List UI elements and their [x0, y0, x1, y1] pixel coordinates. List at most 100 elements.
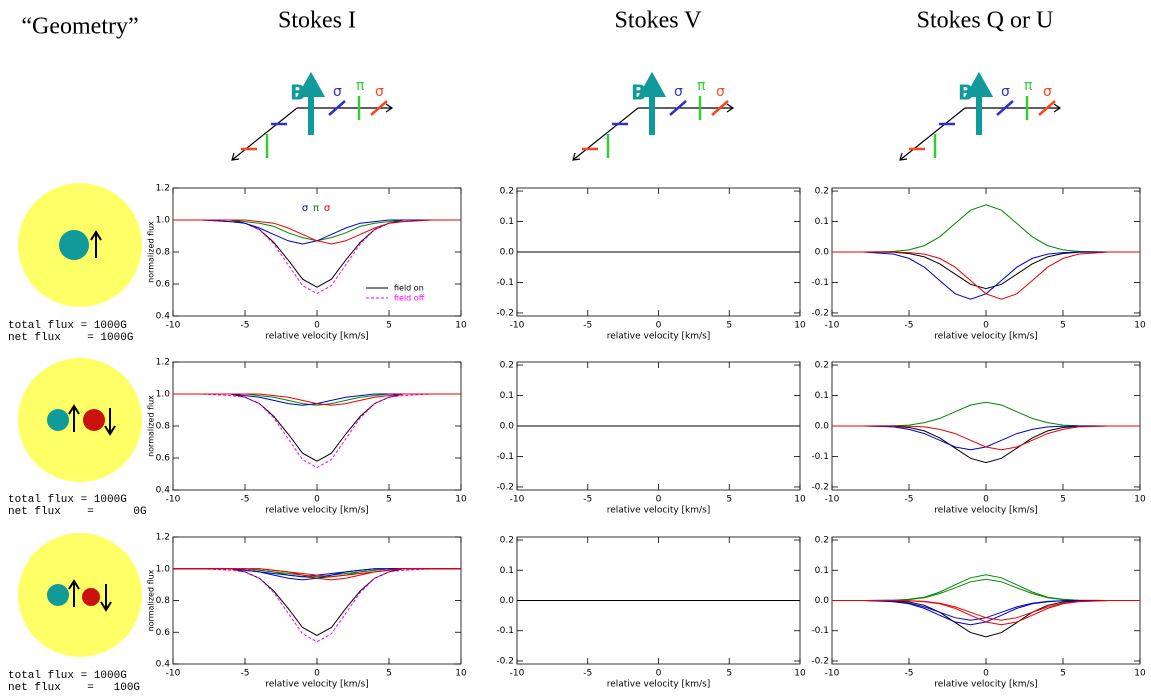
sigma-bar [711, 100, 729, 116]
column-title: Stokes Q or U [917, 8, 1054, 34]
pi-label: π [1024, 78, 1033, 94]
axis-arrow [231, 103, 394, 161]
axis-arrow [572, 103, 735, 161]
field-arrow [68, 404, 80, 432]
y-tick-label: 0.6 [156, 628, 171, 638]
plot-frame [172, 536, 462, 665]
x-tick-label: 5 [386, 321, 392, 331]
y-tick-label: 0.1 [500, 566, 514, 576]
x-tick-label: 10 [455, 495, 467, 505]
y-tick-label: -0.1 [496, 452, 514, 462]
geometry-row [18, 183, 142, 657]
x-tick-label: 10 [794, 495, 806, 505]
chart: -10 -5 0 5 10 -0.2 -0.1 0.0 0.1 0.2 relative veloc… [496, 361, 806, 516]
y-tick-label: -0.2 [811, 482, 829, 492]
y-tick-label: 0.6 [156, 280, 171, 290]
series-line [173, 219, 461, 245]
y-axis-label: normalized flux [147, 395, 156, 457]
x-tick-label: -5 [905, 321, 914, 331]
y-tick-label: 0.8 [156, 422, 171, 432]
x-tick-label: 0 [314, 669, 320, 679]
sigma-label: σ [333, 84, 342, 100]
x-tick-label: -5 [241, 495, 250, 505]
y-axis-label: normalized flux [147, 569, 156, 631]
series-line [832, 401, 1140, 427]
x-tick-label: 10 [1134, 321, 1146, 331]
x-axis-label: relative velocity [km/s] [607, 680, 711, 690]
y-tick-label: 0.2 [500, 361, 514, 371]
y-tick-label: 0.1 [815, 391, 829, 401]
y-tick-label: 0.4 [156, 660, 171, 670]
x-axis-label: relative velocity [km/s] [265, 506, 369, 516]
y-tick-label: 0.2 [500, 187, 514, 197]
x-tick-label: -10 [166, 495, 181, 505]
y-tick-label: 0.4 [156, 486, 171, 496]
x-tick-label: -10 [510, 495, 525, 505]
y-tick-label: 0.8 [156, 248, 171, 258]
y-tick-label: 0.2 [815, 187, 829, 197]
series-line [173, 393, 461, 462]
y-tick-label: 1.0 [156, 216, 171, 226]
x-tick-label: 10 [1134, 669, 1146, 679]
y-tick-label: -0.1 [811, 278, 829, 288]
series-line [832, 251, 1140, 300]
y-tick-label: 1.0 [156, 390, 171, 400]
sigma-bar [996, 100, 1014, 116]
x-tick-label: 5 [726, 495, 732, 505]
column-title: Stokes V [615, 8, 703, 34]
y-tick-label: -0.2 [496, 308, 514, 318]
x-tick-label: 0 [314, 321, 320, 331]
annotation: σ [302, 203, 309, 214]
x-tick-label: -5 [905, 495, 914, 505]
series-line [173, 393, 461, 406]
sigma-bar [669, 100, 687, 116]
y-tick-label: -0.2 [496, 656, 514, 666]
x-tick-label: 5 [1060, 495, 1066, 505]
y-tick-label: 0.0 [500, 248, 515, 258]
chart: -10 -5 0 5 10 0.4 0.6 0.8 1.0 1.2 relative velocit… [147, 184, 467, 342]
field-arrow [964, 71, 994, 135]
column-title: Stokes I [278, 8, 356, 34]
spot [83, 409, 105, 431]
series-line [173, 568, 461, 581]
y-axis-label: normalized flux [147, 221, 156, 283]
x-tick-label: 5 [386, 669, 392, 679]
series-line [173, 219, 461, 242]
x-tick-label: -5 [583, 495, 592, 505]
y-tick-label: -0.2 [496, 482, 514, 492]
x-tick-label: 10 [1134, 495, 1146, 505]
x-tick-label: 5 [726, 321, 732, 331]
x-tick-label: -10 [510, 321, 525, 331]
field-label: B [958, 81, 973, 105]
sigma-label: σ [674, 84, 683, 100]
field-label: B [290, 81, 305, 105]
series-line [173, 568, 461, 643]
x-tick-label: -10 [166, 669, 181, 679]
series-line [832, 600, 1140, 638]
sigma-label: σ [375, 84, 384, 100]
x-axis-label: relative velocity [km/s] [265, 332, 369, 342]
y-tick-label: 0.0 [500, 422, 515, 432]
x-tick-label: -10 [510, 669, 525, 679]
x-tick-label: -10 [825, 321, 840, 331]
x-tick-label: 0 [983, 321, 989, 331]
series-line [832, 600, 1140, 621]
series-line [832, 578, 1140, 601]
x-tick-label: -5 [241, 321, 250, 331]
y-tick-label: 1.0 [156, 564, 171, 574]
field-arrow [100, 584, 112, 612]
annotation: π [313, 203, 319, 214]
chart: -10 -5 0 5 10 -0.2 -0.1 0.0 0.1 0.2 relative veloc… [811, 187, 1146, 342]
legend-label: field on [394, 284, 424, 293]
y-tick-label: 0.0 [500, 596, 515, 606]
y-tick-label: 0.0 [815, 248, 830, 258]
x-axis-label: relative velocity [km/s] [607, 506, 711, 516]
series-line [832, 600, 1140, 626]
x-axis-label: relative velocity [km/s] [265, 680, 369, 690]
chart: -10 -5 0 5 10 0.4 0.6 0.8 1.0 1.2 relative velocit… [147, 358, 467, 516]
total-flux: total flux = 1000G [8, 320, 127, 332]
chart: -10 -5 0 5 10 -0.2 -0.1 0.0 0.1 0.2 relative veloc… [496, 187, 806, 342]
chart: -10 -5 0 5 10 0.4 0.6 0.8 1.0 1.2 relative velocit… [147, 533, 467, 690]
total-flux: total flux = 1000G [8, 670, 127, 682]
